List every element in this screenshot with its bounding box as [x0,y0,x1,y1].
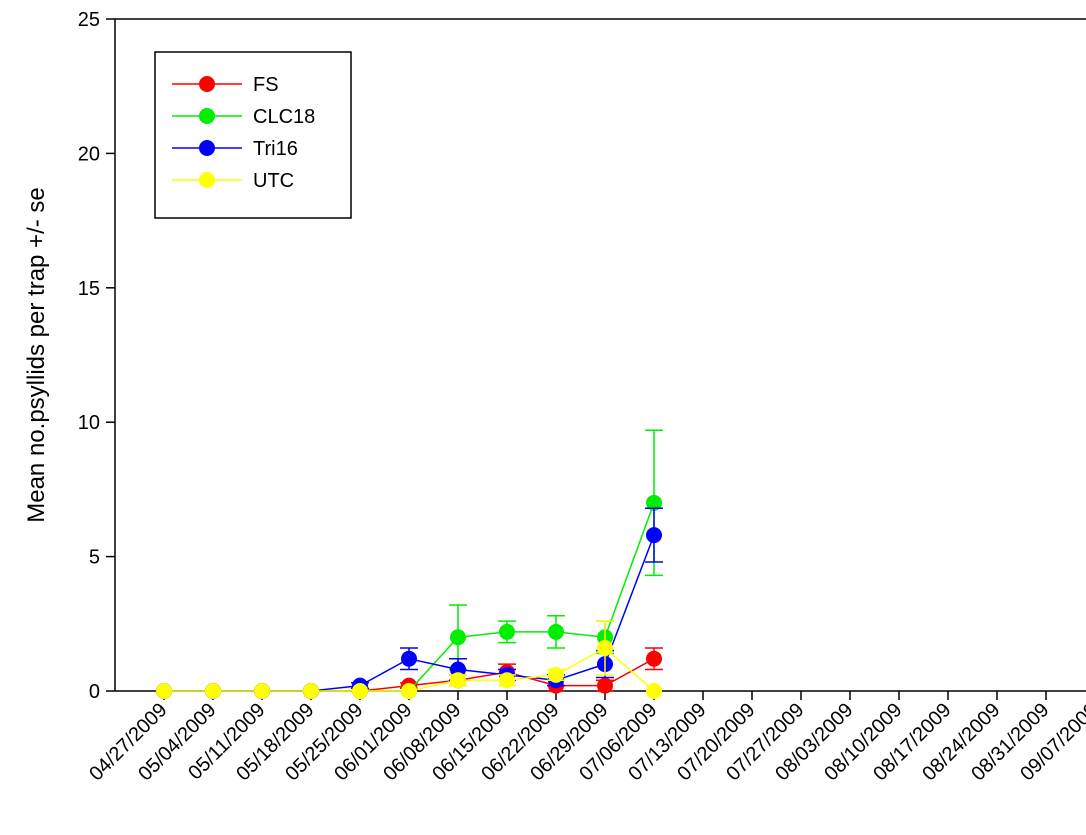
data-point [499,623,515,640]
legend-label: UTC [253,170,294,192]
series-tri16 [156,507,663,699]
data-point [548,666,564,683]
data-point [303,683,319,699]
data-point [646,683,662,699]
data-point [401,650,417,667]
y-tick-label: 20 [78,143,100,165]
legend-box [154,51,352,219]
y-tick-label: 15 [78,278,100,300]
data-point [450,629,466,646]
data-point [548,623,564,640]
x-ticks: 04/27/200905/04/200905/11/200905/18/2009… [85,691,1086,785]
data-point [205,683,221,699]
legend-marker [199,108,215,124]
legend-label: Tri16 [253,138,298,160]
y-axis-title: Mean no.psyllids per trap +/- se [23,187,50,523]
legend-label: CLC18 [253,106,315,128]
data-point [646,494,662,511]
data-point [156,683,172,699]
data-point [597,677,613,694]
legend-marker [199,172,215,188]
y-ticks: 0 5 10 15 20 25 [78,9,115,703]
data-point [254,683,270,699]
y-tick-label: 0 [89,681,100,703]
y-tick-label: 5 [89,547,100,569]
legend: FS CLC18 Tri16 UTC [154,51,352,219]
data-point [401,683,417,699]
series-layer [156,429,663,699]
data-point [352,683,368,699]
data-point [450,672,466,689]
series-utc [156,620,662,699]
data-point [646,527,662,544]
y-tick-label: 10 [78,412,100,434]
data-point [597,639,613,656]
data-point [499,672,515,689]
legend-marker [199,140,215,156]
legend-label: FS [253,74,279,96]
legend-marker [199,76,215,92]
data-point [646,650,662,667]
y-tick-label: 25 [78,9,100,31]
